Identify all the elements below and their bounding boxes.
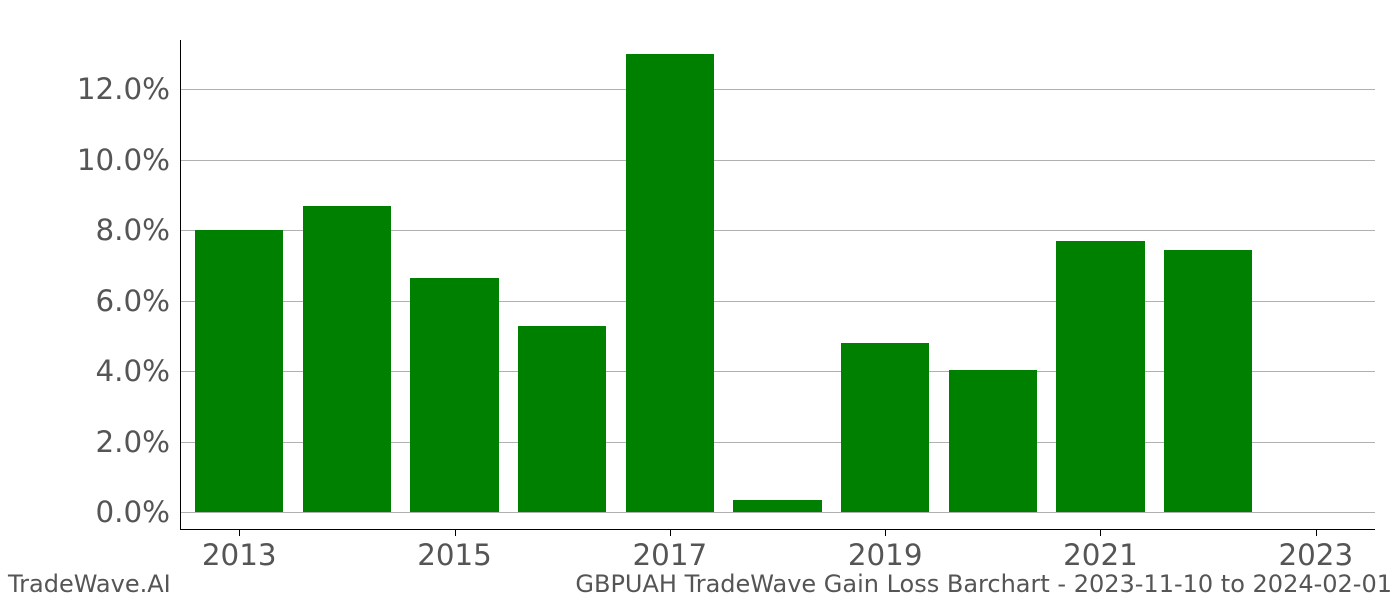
y-tick-label: 0.0% [95,495,170,529]
bar [410,278,498,512]
x-tick-mark [455,530,456,536]
bar [949,370,1037,513]
bar [1164,250,1252,513]
x-tick-label: 2023 [1278,538,1353,572]
y-tick-label: 10.0% [77,143,170,177]
y-tick-label: 6.0% [95,284,170,318]
x-tick-label: 2013 [202,538,277,572]
x-tick-mark [1316,530,1317,536]
bar [841,343,929,512]
x-tick-mark [239,530,240,536]
footer-brand: TradeWave.AI [8,570,171,598]
axis-spine-bottom [180,529,1375,530]
axis-spine-left [180,40,181,530]
y-tick-label: 2.0% [95,425,170,459]
x-tick-mark [1100,530,1101,536]
gridline [180,89,1375,90]
figure: TradeWave.AI GBPUAH TradeWave Gain Loss … [0,0,1400,600]
bar [195,230,283,512]
bar [518,326,606,513]
bar [303,206,391,513]
x-tick-label: 2017 [633,538,708,572]
y-tick-label: 12.0% [77,72,170,106]
gridline [180,512,1375,513]
x-tick-label: 2021 [1063,538,1138,572]
y-tick-label: 4.0% [95,354,170,388]
x-tick-mark [885,530,886,536]
x-tick-label: 2019 [848,538,923,572]
bar [733,500,821,512]
plot-area [180,40,1375,530]
y-tick-label: 8.0% [95,213,170,247]
gridline [180,160,1375,161]
footer-caption: GBPUAH TradeWave Gain Loss Barchart - 20… [575,570,1392,598]
x-tick-label: 2015 [417,538,492,572]
bar [1056,241,1144,512]
bar [626,54,714,512]
x-tick-mark [670,530,671,536]
